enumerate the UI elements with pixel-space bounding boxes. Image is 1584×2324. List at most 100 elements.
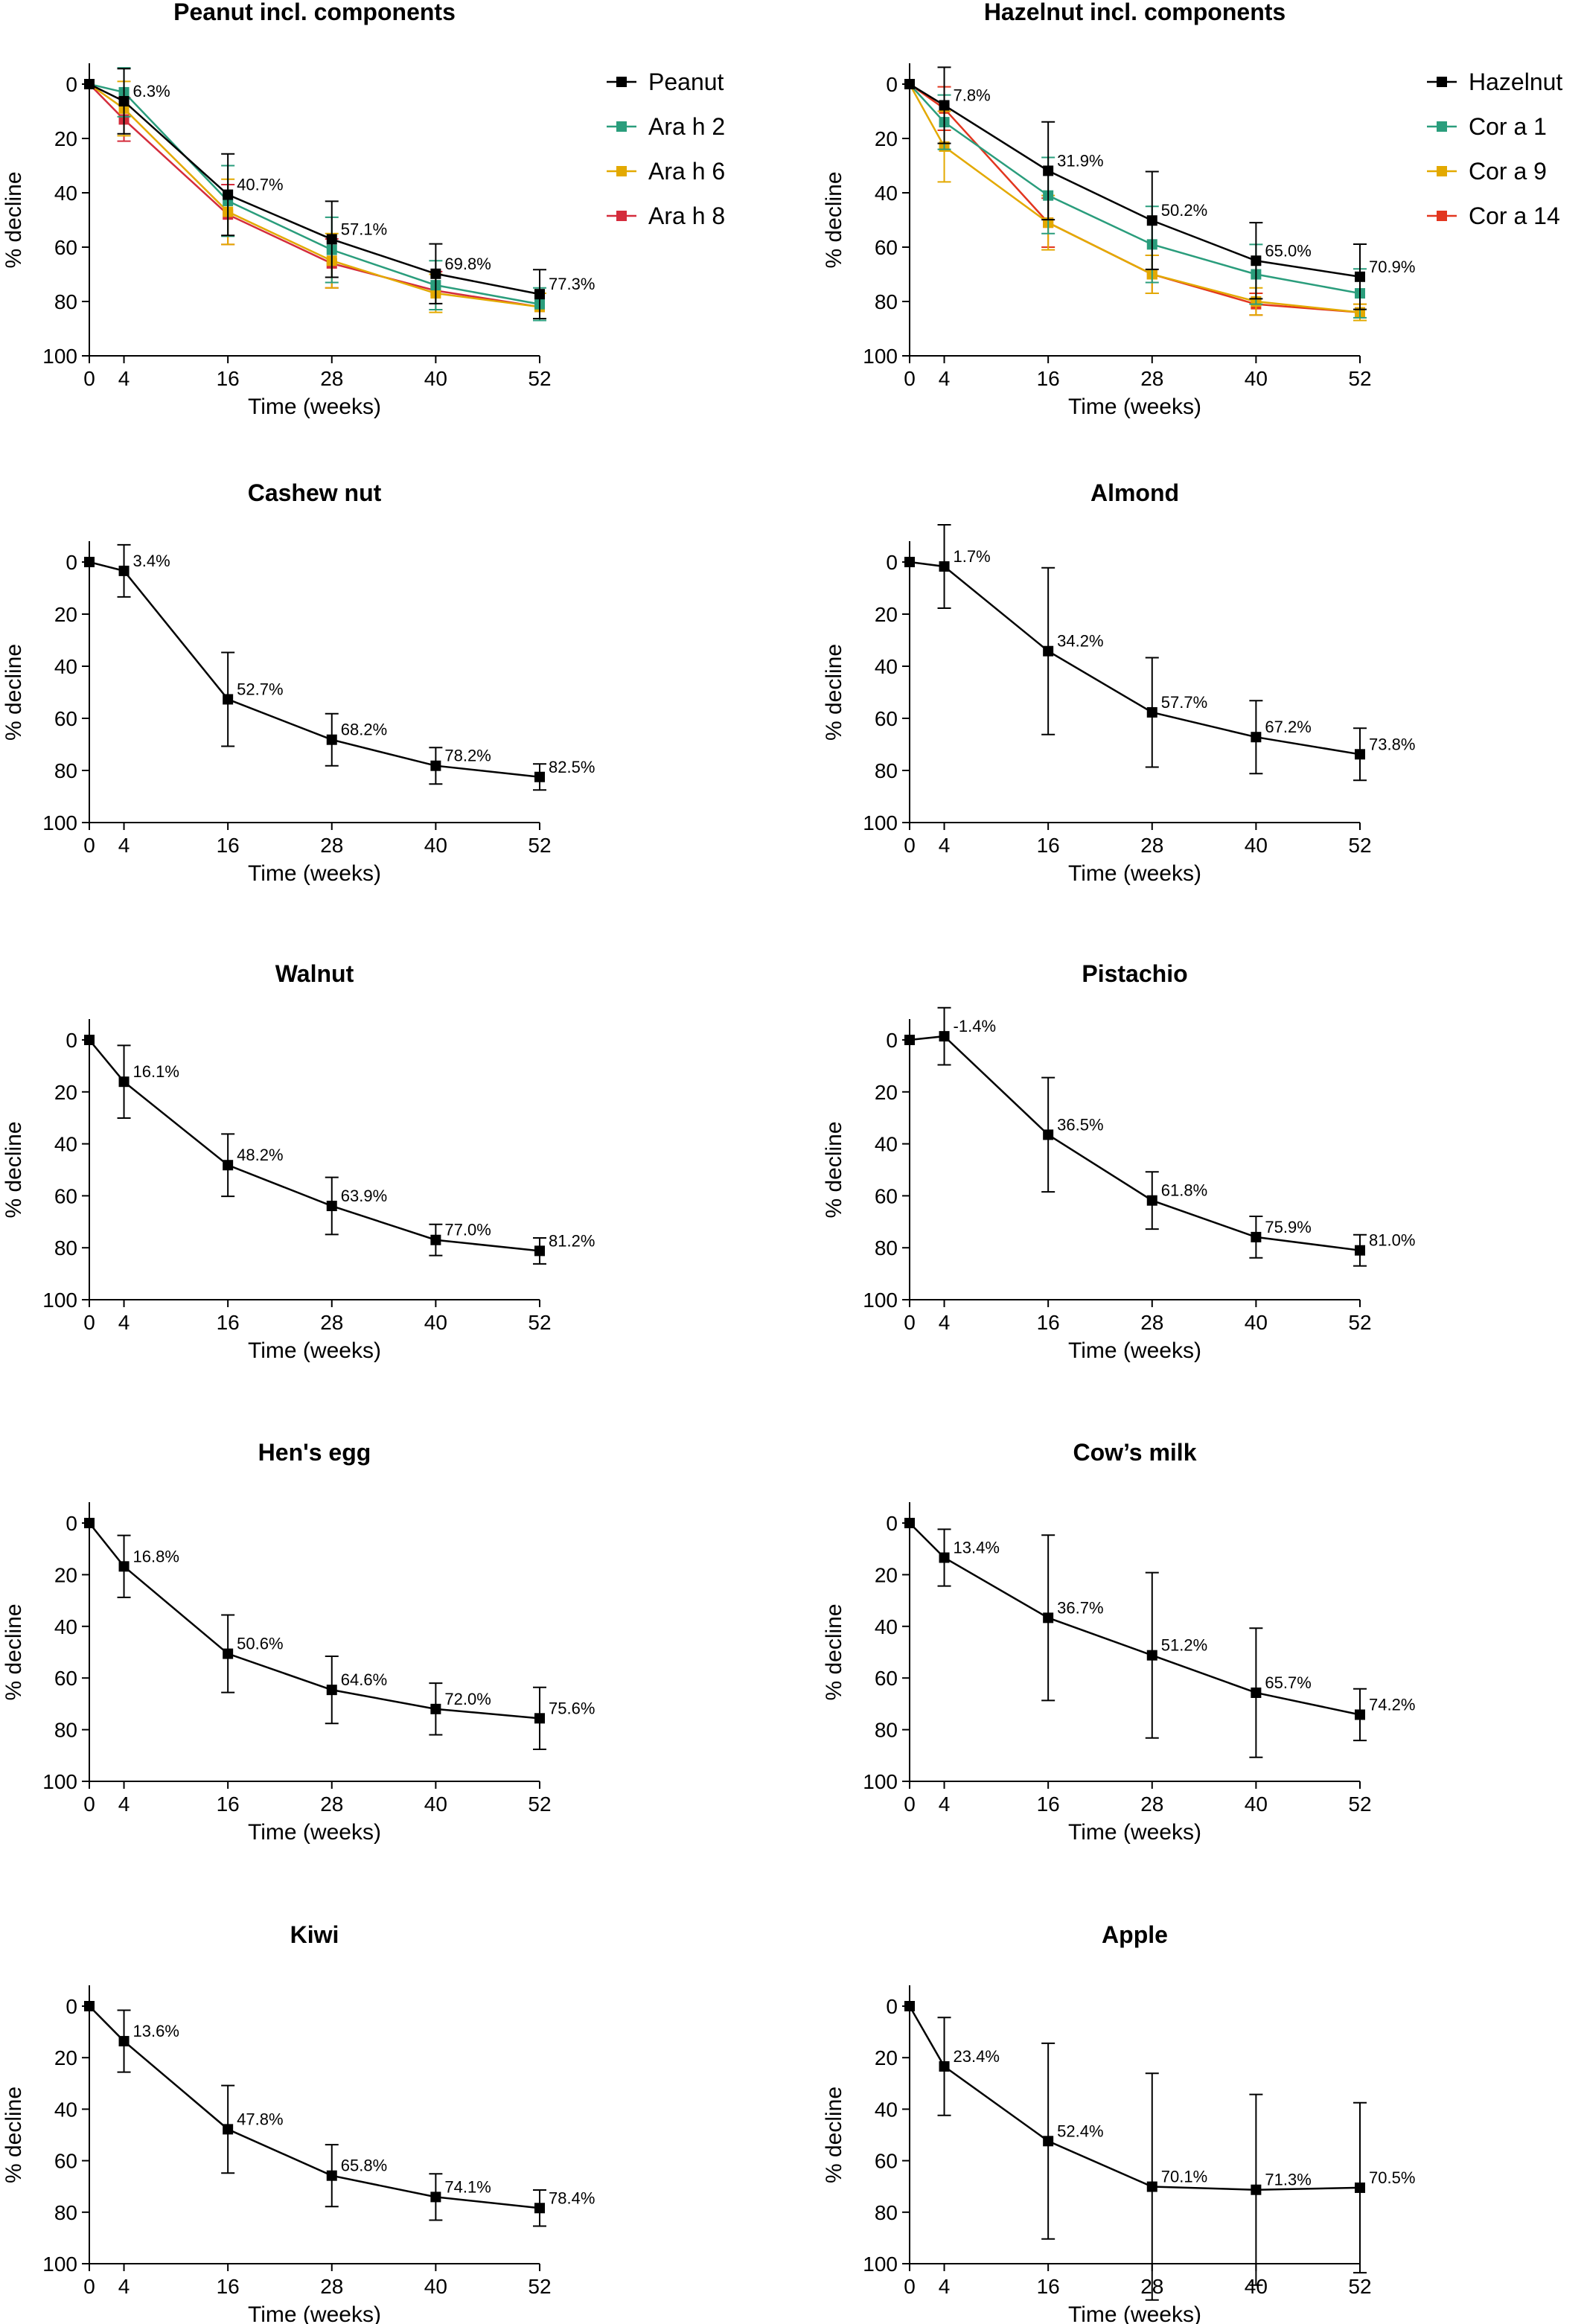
data-label: 65.8% (341, 2157, 387, 2175)
data-label: 65.7% (1265, 1673, 1311, 1692)
data-point (1146, 1650, 1157, 1661)
data-label: 65.0% (1265, 241, 1311, 260)
y-tick-label: 20 (875, 1563, 898, 1586)
chart-title: Almond (1090, 479, 1179, 506)
x-tick-label: 40 (424, 834, 447, 857)
data-point (84, 1035, 95, 1045)
legend-item: Cor a 14 (1427, 202, 1560, 229)
series-line (909, 1522, 1361, 1716)
data-label: 47.8% (237, 2110, 283, 2128)
y-tick-label: 60 (875, 1184, 898, 1207)
data-point (939, 1031, 950, 1042)
data-point (1251, 1687, 1262, 1698)
data-point (430, 2191, 441, 2203)
x-axis-label: Time (weeks) (248, 1820, 381, 1845)
data-point (326, 1201, 337, 1212)
y-tick-label: 60 (54, 236, 77, 259)
y-axis-label: % decline (822, 2087, 846, 2183)
data-label: 77.0% (444, 1221, 491, 1239)
series: 23.4% 52.4% 70.1% 71.3% 70.5% (904, 2001, 1415, 2301)
y-tick-label: 80 (54, 759, 77, 782)
x-tick-label: 52 (1348, 2275, 1371, 2298)
y-tick-label: 80 (875, 759, 898, 782)
data-label: 73.8% (1369, 735, 1415, 753)
data-label: 78.2% (444, 747, 491, 765)
series-line (909, 561, 1361, 756)
x-tick-label: 28 (320, 834, 343, 857)
x-tick-label: 0 (83, 1793, 95, 1816)
data-label: 48.2% (237, 1146, 283, 1164)
series: 16.1% 48.2% 63.9% 77.0% 81.2% (84, 1035, 595, 1265)
series-line (909, 83, 1361, 295)
data-point (1146, 2181, 1157, 2192)
x-tick-label: 0 (83, 367, 95, 390)
chart-title: Pistachio (1082, 960, 1187, 987)
y-tick-label: 0 (66, 551, 77, 574)
y-tick-label: 100 (863, 1770, 898, 1793)
data-point (1043, 1129, 1054, 1140)
y-tick-label: 20 (54, 603, 77, 626)
y-tick-label: 40 (54, 655, 77, 678)
x-axis-label: Time (weeks) (1068, 395, 1201, 419)
y-tick-label: 60 (875, 1667, 898, 1690)
x-tick-label: 40 (424, 2275, 447, 2298)
y-tick-label: 80 (875, 1719, 898, 1742)
y-tick-label: 40 (875, 2098, 898, 2121)
data-point (904, 79, 915, 89)
data-point (326, 234, 337, 245)
data-label: 50.2% (1161, 201, 1207, 220)
data-point (1355, 1709, 1365, 1720)
y-tick-label: 20 (54, 1081, 77, 1104)
data-point (1355, 271, 1365, 282)
x-tick-label: 4 (939, 367, 951, 390)
data-label: 6.3% (133, 82, 170, 100)
data-point (939, 2060, 950, 2072)
x-axis-label: Time (weeks) (1068, 1820, 1201, 1845)
data-label: 82.5% (549, 758, 595, 776)
data-label: 72.0% (444, 1690, 491, 1708)
x-tick-label: 28 (1140, 367, 1163, 390)
data-label: 7.8% (954, 86, 991, 104)
data-point (1043, 2136, 1054, 2147)
data-point (118, 95, 130, 106)
y-tick-label: 20 (875, 603, 898, 626)
legend-label: Cor a 14 (1469, 202, 1560, 229)
data-point (939, 1552, 950, 1563)
y-tick-label: 0 (66, 1029, 77, 1052)
legend-label: Cor a 9 (1469, 158, 1547, 185)
series-line (89, 2005, 540, 2209)
x-tick-label: 0 (904, 2275, 916, 2298)
series (904, 79, 1367, 319)
series (904, 79, 1367, 322)
x-tick-label: 52 (1348, 834, 1371, 857)
legend-item: Ara h 8 (607, 202, 725, 229)
y-tick-label: 20 (54, 127, 77, 150)
x-tick-label: 40 (1245, 1793, 1268, 1816)
y-tick-label: 80 (875, 1236, 898, 1260)
data-point (904, 1518, 915, 1528)
y-tick-label: 80 (875, 2201, 898, 2224)
series: 6.3% 40.7% 57.1% 69.8% 77.3% (84, 68, 595, 319)
series (84, 79, 546, 322)
x-tick-label: 28 (320, 2275, 343, 2298)
x-tick-label: 4 (118, 1311, 130, 1334)
data-label: 64.6% (341, 1670, 387, 1689)
legend-swatch-marker (616, 166, 627, 176)
legend-item: Ara h 6 (607, 158, 725, 185)
legend-label: Hazelnut (1469, 68, 1562, 95)
x-tick-label: 0 (83, 1311, 95, 1334)
data-label: 75.6% (549, 1699, 595, 1717)
legend-item: Hazelnut (1427, 68, 1562, 95)
x-tick-label: 40 (1245, 1311, 1268, 1334)
y-tick-label: 0 (886, 1512, 898, 1535)
data-point (939, 561, 950, 572)
y-tick-label: 60 (54, 1667, 77, 1690)
legend-label: Cor a 1 (1469, 113, 1547, 140)
data-label: 1.7% (954, 547, 991, 566)
data-point (223, 189, 234, 200)
y-tick-label: 0 (886, 1029, 898, 1052)
